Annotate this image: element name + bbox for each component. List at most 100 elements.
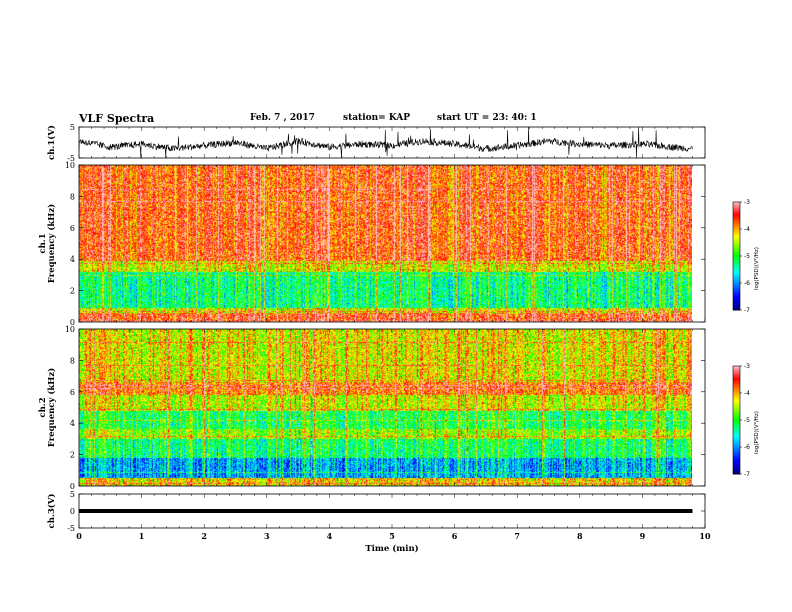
colorbar-segment [733,443,740,446]
colorbar-segment [733,290,740,293]
colorbar-tick-label: -6 [744,280,750,287]
x-tick-label: 1 [139,531,145,541]
colorbar-segment [733,257,740,261]
colorbar-segment [733,283,740,286]
colorbar-segment [733,376,740,380]
colorbar-segment [733,306,740,309]
colorbar-segment [733,396,740,399]
colorbar-segment [733,270,740,273]
x-tick-label: 8 [577,531,583,541]
colorbar-segment [733,380,740,383]
colorbar-segment [733,457,740,461]
colorbar-segment [733,371,740,374]
x-tick-label: 3 [264,531,270,541]
y-tick-label: 4 [70,419,75,428]
colorbar-segment [733,393,740,396]
panel-frame [78,126,706,159]
colorbar-segment [733,430,740,434]
colorbar-segment [733,461,740,464]
colorbar-tick-label: -6 [744,444,750,451]
colorbar-segment [733,211,740,214]
colorbar-segment [733,284,740,288]
colorbar-segment [733,234,740,237]
colorbar-segment [733,304,740,307]
y-tick-label: 6 [70,224,75,233]
colorbar-tick-label: -7 [744,471,750,478]
colorbar-segment [733,238,740,241]
colorbar-segment [733,243,740,246]
colorbar-segment [733,247,740,250]
colorbar-tick-label: -3 [744,199,750,206]
colorbar-segment [733,468,740,471]
colorbar-segment [733,248,740,252]
colorbar-segment [733,391,740,394]
ch2-spectrogram [79,329,692,486]
colorbar-segment [733,421,740,425]
colorbar-segment [733,212,740,216]
colorbar-segment [733,387,740,390]
colorbar-segment [733,425,740,428]
x-tick-label: 2 [201,531,207,541]
y-tick-label: 0 [70,318,75,327]
y-tick-label: -5 [67,154,75,163]
colorbar-segment [733,268,740,271]
colorbar-segment [733,384,740,387]
colorbar-segment [733,407,740,410]
colorbar-segment [733,409,740,412]
colorbar-segment [733,369,740,372]
x-tick-label: 4 [327,531,333,541]
colorbar-segment [733,420,740,423]
colorbar-label: log(PSD)(V²/Hz) [753,247,760,290]
ch3-ylabel: ch.3(V) [46,494,57,529]
colorbar-segment [733,236,740,239]
colorbar-segment [733,434,740,437]
colorbar-segment [733,281,740,284]
colorbar-segment [733,275,740,279]
colorbar-segment [733,411,740,414]
colorbar-segment [733,452,740,455]
colorbar-segment [733,229,740,232]
colorbar-segment [733,375,740,378]
colorbar-segment [733,308,740,311]
colorbar-segment [733,366,740,369]
ch2-colorbar: -3 -4 -5 -6 -7 log(PSD)(V²/Hz) [732,363,760,478]
colorbar-segment [733,232,740,235]
y-tick-label: 10 [65,161,75,170]
y-tick-label: 0 [70,482,75,491]
colorbar-segment [733,463,740,466]
colorbar-segment [733,302,740,306]
colorbar-segment [733,465,740,468]
colorbar-segment [733,436,740,439]
colorbar-segment [733,405,740,408]
colorbar-segment [733,439,740,443]
y-tick-label: 4 [70,255,75,264]
ch1-spectrogram [79,165,692,322]
colorbar-segment [733,203,740,207]
colorbar-segment [733,414,740,417]
colorbar-tick-label: -4 [744,226,750,233]
colorbar-segment [733,272,740,275]
colorbar-segment [733,230,740,234]
colorbar-segment [733,274,740,277]
y-tick-label: 2 [70,451,75,460]
colorbar-segment [733,220,740,223]
y-tick-label: 5 [70,490,75,499]
date-label: Feb. 7 , 2017 [250,113,315,123]
y-tick-label: 6 [70,388,75,397]
x-tick-label: 6 [452,531,458,541]
colorbar-segment [733,466,740,470]
y-tick-label: 10 [65,325,75,334]
colorbar-segment [733,205,740,208]
colorbar-segment [733,214,740,217]
ch1-spectrogram-ylabel: ch.1 [38,233,48,253]
colorbar-segment [733,297,740,300]
colorbar-segment [733,412,740,416]
colorbar-segment [733,429,740,432]
colorbar-segment [733,367,740,371]
colorbar-segment [733,223,740,226]
colorbar-segment [733,279,740,282]
colorbar-segment [733,382,740,385]
ch2-spectrogram-ylabel: Frequency (kHz) [46,368,57,447]
colorbar-segment [733,447,740,450]
spectrogram-image [79,329,692,486]
